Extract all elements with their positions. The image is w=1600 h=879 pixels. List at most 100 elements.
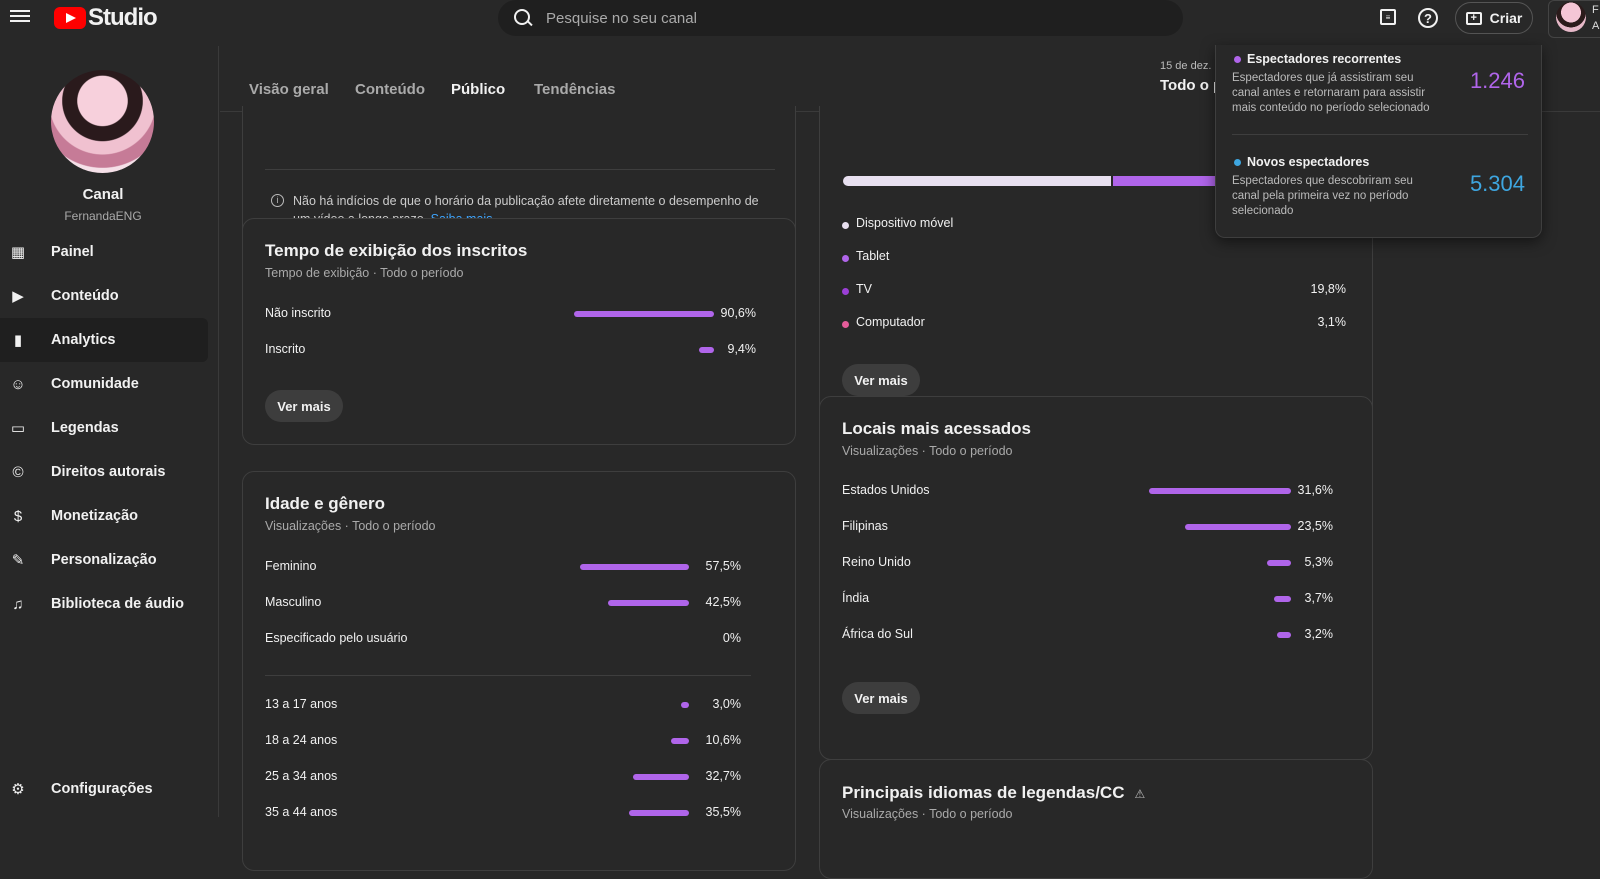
settings-icon: ⚙ xyxy=(11,781,25,798)
row-label: Computador xyxy=(856,315,925,329)
device-row: TV 19,8% xyxy=(856,282,1346,302)
row-bar xyxy=(628,810,689,816)
sidebar-item-legendas[interactable]: ▭ Legendas xyxy=(0,406,208,450)
create-label: Criar xyxy=(1489,10,1523,26)
content-icon: ▶ xyxy=(12,288,24,305)
tab-tendencias[interactable]: Tendências xyxy=(534,81,616,98)
row-value: 5,3% xyxy=(1304,555,1334,569)
device-bar-tablet xyxy=(1112,176,1223,186)
row-value: 35,5% xyxy=(705,805,741,819)
row-label: Inscrito xyxy=(265,342,306,356)
device-row: Dispositivo móvel xyxy=(856,216,1346,236)
row-bar xyxy=(681,702,689,708)
account-chip[interactable] xyxy=(1548,0,1600,38)
subtitle-languages-card: Principais idiomas de legendas/CC ⚠ Visua… xyxy=(819,759,1373,879)
data-row: Inscrito 9,4% xyxy=(265,342,775,362)
row-value: 23,5% xyxy=(1297,519,1333,533)
sidebar-item-biblioteca-audio[interactable]: ♫ Biblioteca de áudio xyxy=(0,582,208,626)
channel-title: Canal xyxy=(82,186,124,203)
row-label: 18 a 24 anos xyxy=(265,733,338,747)
returning-viewers-dot xyxy=(1234,56,1241,63)
row-bar xyxy=(573,311,714,317)
row-label: Não inscrito xyxy=(265,306,331,320)
logo-text: Studio xyxy=(88,4,158,31)
row-value: 19,8% xyxy=(1310,282,1346,296)
data-row: Filipinas 23,5% xyxy=(842,519,1352,539)
divider xyxy=(265,169,775,170)
row-label: Masculino xyxy=(265,595,322,609)
row-bar xyxy=(633,774,689,780)
row-value: 3,0% xyxy=(712,697,742,711)
feedback-icon[interactable]: ≡ xyxy=(1380,9,1396,25)
new-viewers-desc: Espectadores que descobriram seu canal p… xyxy=(1232,175,1413,217)
row-label: Feminino xyxy=(265,559,317,573)
sidebar: Canal FernandaENG ▦ Painel ▶ Conteúdo ▮ … xyxy=(0,46,219,817)
see-more-button[interactable]: Ver mais xyxy=(842,682,920,714)
create-video-icon: + xyxy=(1465,11,1482,25)
divider xyxy=(1232,134,1528,135)
row-bar xyxy=(1148,488,1291,494)
search-bar[interactable] xyxy=(498,0,1183,36)
search-input[interactable] xyxy=(546,9,1146,27)
see-more-button[interactable]: Ver mais xyxy=(265,390,343,422)
analytics-icon: ▮ xyxy=(13,332,23,349)
divider xyxy=(265,675,751,676)
sidebar-item-conteudo[interactable]: ▶ Conteúdo xyxy=(0,274,208,318)
tab-publico[interactable]: Público xyxy=(451,81,506,98)
card-subtitle: Visualizações · Todo o período xyxy=(842,444,1013,458)
sidebar-item-analytics[interactable]: ▮ Analytics xyxy=(0,318,208,362)
account-avatar[interactable] xyxy=(1556,2,1586,32)
menu-icon[interactable] xyxy=(10,7,30,27)
date-range-selector[interactable]: 15 de dez. Todo o p xyxy=(1160,60,1223,94)
data-row: Não inscrito 90,6% xyxy=(265,306,775,326)
legend-dot xyxy=(842,321,849,328)
sidebar-item-direitos-autorais[interactable]: © Direitos autorais xyxy=(0,450,208,494)
row-bar xyxy=(1276,632,1291,638)
row-value: 10,6% xyxy=(705,733,741,747)
create-button[interactable]: + Criar xyxy=(1455,2,1533,34)
subscriber-watch-time-card: Tempo de exibição dos inscritos Tempo de… xyxy=(242,218,796,445)
age-gender-card: Idade e gênero Visualizações · Todo o pe… xyxy=(242,471,796,871)
row-bar xyxy=(699,347,714,353)
search-icon[interactable] xyxy=(514,9,532,27)
data-row: Masculino 42,5% xyxy=(265,595,775,615)
sidebar-item-configuracoes[interactable]: ⚙ Configurações xyxy=(0,767,208,811)
returning-viewers-value: 1.246 xyxy=(1469,68,1525,93)
card-title: Locais mais acessados xyxy=(842,419,1032,438)
returning-viewers-title: Espectadores recorrentes xyxy=(1247,52,1402,66)
sidebar-item-painel[interactable]: ▦ Painel xyxy=(0,230,208,274)
card-title: Principais idiomas de legendas/CC ⚠ xyxy=(842,783,1146,802)
row-value: 3,1% xyxy=(1317,315,1347,329)
data-row: 25 a 34 anos 32,7% xyxy=(265,769,775,789)
data-row: Feminino 57,5% xyxy=(265,559,775,579)
sidebar-item-comunidade[interactable]: ☺ Comunidade xyxy=(0,362,208,406)
youtube-logo-icon xyxy=(54,7,86,29)
viewer-types-popup: Espectadores recorrentes Espectadores qu… xyxy=(1215,45,1542,238)
new-viewers-title: Novos espectadores xyxy=(1247,155,1370,169)
row-value: 3,2% xyxy=(1304,627,1334,641)
legend-dot xyxy=(842,255,849,262)
channel-avatar[interactable] xyxy=(51,70,154,173)
top-locations-card: Locais mais acessados Visualizações · To… xyxy=(819,396,1373,760)
studio-logo[interactable]: Studio xyxy=(54,4,158,32)
legend-dot xyxy=(842,288,849,295)
card-title: Idade e gênero xyxy=(265,494,385,513)
top-bar: Studio ≡ ? + Criar F A xyxy=(0,0,1600,46)
data-row: Estados Unidos 31,6% xyxy=(842,483,1352,503)
sidebar-item-personalizacao[interactable]: ✎ Personalização xyxy=(0,538,208,582)
card-subtitle: Visualizações · Todo o período xyxy=(265,519,436,533)
row-value: 32,7% xyxy=(705,769,741,783)
device-row: Computador 3,1% xyxy=(856,315,1346,335)
tab-conteudo[interactable]: Conteúdo xyxy=(355,81,425,98)
row-value: 31,6% xyxy=(1297,483,1333,497)
tab-visao-geral[interactable]: Visão geral xyxy=(249,81,329,98)
help-icon[interactable]: ? xyxy=(1418,8,1438,28)
data-row: 18 a 24 anos 10,6% xyxy=(265,733,775,753)
warning-icon[interactable]: ⚠ xyxy=(1134,787,1146,801)
card-subtitle: Visualizações · Todo o período xyxy=(842,807,1013,821)
audio-library-icon: ♫ xyxy=(12,595,24,613)
sidebar-item-monetizacao[interactable]: $ Monetização xyxy=(0,494,208,538)
new-viewers-value: 5.304 xyxy=(1469,171,1525,196)
row-label: Filipinas xyxy=(842,519,888,533)
see-more-button[interactable]: Ver mais xyxy=(842,364,920,396)
